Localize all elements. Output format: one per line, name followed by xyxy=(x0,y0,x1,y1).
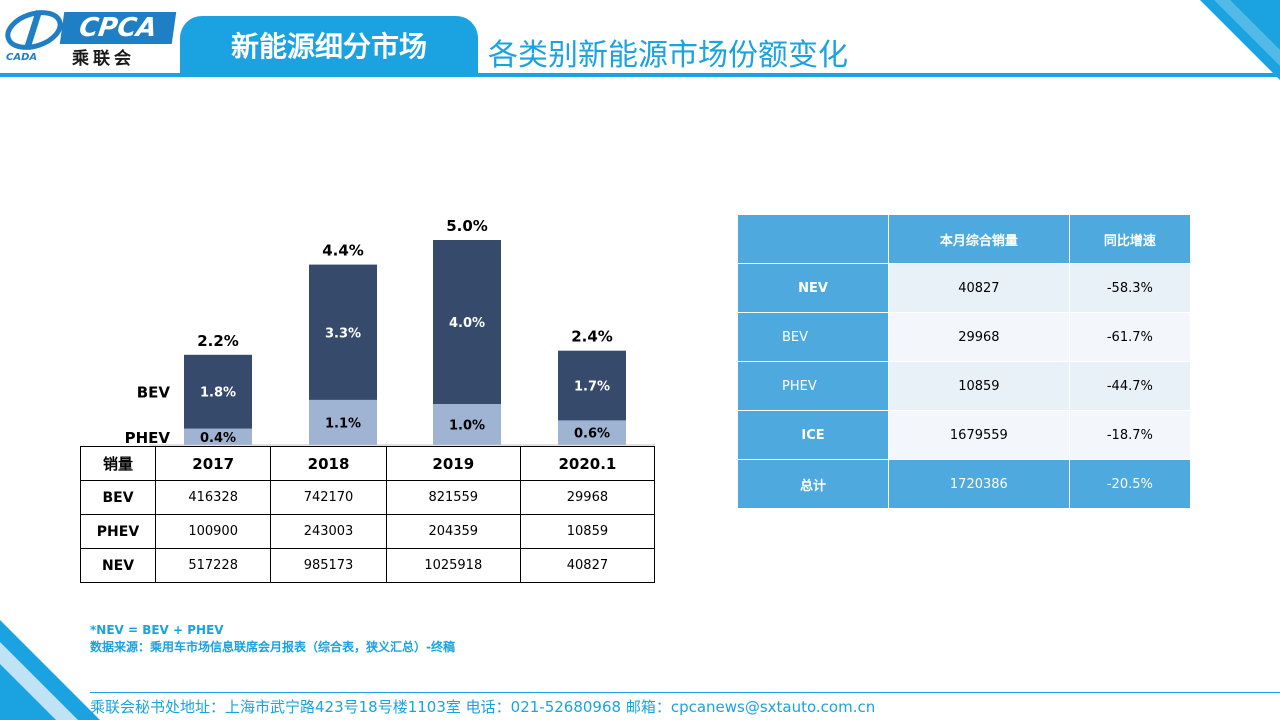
row-label: PHEV xyxy=(737,361,889,411)
table-cell: 100900 xyxy=(154,514,272,549)
table-total-row: 总计 1720386 -20.5% xyxy=(737,459,1192,509)
section-tab: 新能源细分市场 xyxy=(180,16,478,74)
bar-bev xyxy=(309,264,377,400)
logo-english-name: CADA xyxy=(6,52,38,63)
row-label: NEV xyxy=(737,263,889,313)
row-label: ICE xyxy=(737,410,889,460)
table-cell: 10859 xyxy=(888,361,1070,411)
table-header-cell: 2017 xyxy=(154,446,272,481)
table-cell: 416328 xyxy=(154,480,272,515)
data-label-phev: 0.6% xyxy=(574,427,610,442)
bar-bev xyxy=(558,350,626,421)
table-cell: 1679559 xyxy=(888,410,1070,460)
data-label-bev: 1.7% xyxy=(574,380,610,395)
row-label: 总计 xyxy=(737,459,889,509)
data-source-note: 数据来源：乘用车市场信息联席会月报表（综合表，狭义汇总）-终稿 xyxy=(90,640,455,654)
table-row: PHEV 10859 -44.7% xyxy=(737,361,1192,411)
legend-label-bev: BEV xyxy=(137,384,171,402)
table-cell: 742170 xyxy=(270,480,387,515)
total-label: 2.4% xyxy=(571,328,613,346)
data-label-phev: 1.1% xyxy=(325,416,361,431)
table-cell: 985173 xyxy=(270,548,387,583)
data-label-bev: 4.0% xyxy=(449,316,485,331)
bar-phev xyxy=(309,399,377,445)
table-header-cell: 2020.1 xyxy=(519,446,656,481)
table-cell: 29968 xyxy=(888,312,1070,362)
table-row: NEV 517228 985173 1025918 40827 xyxy=(80,548,656,583)
bar-phev xyxy=(433,404,501,445)
total-label: 5.0% xyxy=(446,217,488,235)
total-label: 2.2% xyxy=(197,332,239,350)
data-label-phev: 0.4% xyxy=(200,431,236,446)
sales-table: 销量 2017 2018 2019 2020.1 BEV 416328 7421… xyxy=(80,446,656,583)
logo-chinese-name: 乘联会 xyxy=(72,49,135,69)
bar-bev xyxy=(433,240,501,404)
table-header-cell xyxy=(737,214,889,264)
table-cell: -58.3% xyxy=(1068,263,1192,313)
table-cell: 1720386 xyxy=(888,459,1070,509)
table-header-row: 销量 2017 2018 2019 2020.1 xyxy=(80,446,656,481)
table-header-cell: 本月综合销量 xyxy=(888,214,1070,264)
bar-phev xyxy=(184,428,252,445)
table-cell: 1025918 xyxy=(385,548,521,583)
logo-brand: CPCA xyxy=(59,12,177,44)
table-row: NEV 40827 -58.3% xyxy=(737,263,1192,313)
table-cell: 243003 xyxy=(270,514,387,549)
table-row: ICE 1679559 -18.7% xyxy=(737,410,1192,460)
table-header-cell: 2019 xyxy=(385,446,521,481)
table-row: BEV 29968 -61.7% xyxy=(737,312,1192,362)
row-label: NEV xyxy=(80,548,156,583)
data-label-bev: 3.3% xyxy=(325,326,361,341)
row-label: BEV xyxy=(737,312,889,362)
corner-decoration xyxy=(1200,0,1280,80)
bar-phev xyxy=(558,420,626,445)
page-title: 各类别新能源市场份额变化 xyxy=(488,38,848,73)
legend-label-phev: PHEV xyxy=(125,429,171,447)
nev-formula-note: *NEV = BEV + PHEV xyxy=(90,623,224,637)
data-label-phev: 1.0% xyxy=(449,419,485,434)
row-label: PHEV xyxy=(80,514,156,549)
footer-divider xyxy=(90,692,1280,693)
table-row: BEV 416328 742170 821559 29968 xyxy=(80,480,656,515)
stacked-bar-chart: 0.4% 1.8% 2.2% 1.1% 3.3% 4.4% 1.0% 4.0% 5.0% 0.6%… xyxy=(125,217,655,447)
cpca-logo: CPCA 乘联会 CADA xyxy=(0,4,180,70)
notes: *NEV = BEV + PHEV 数据来源：乘用车市场信息联席会月报表（综合表… xyxy=(90,622,455,656)
table-row: PHEV 100900 243003 204359 10859 xyxy=(80,514,656,549)
table-cell: -61.7% xyxy=(1068,312,1192,362)
table-cell: 10859 xyxy=(519,514,656,549)
table-header-row: 本月综合销量 同比增速 xyxy=(737,214,1192,264)
footer-contact: 乘联会秘书处地址：上海市武宁路423号18号楼1103室 电话：021-5268… xyxy=(90,698,876,716)
header-divider xyxy=(0,73,1280,77)
table-cell: 517228 xyxy=(154,548,272,583)
table-header-cell: 2018 xyxy=(270,446,387,481)
monthly-summary-table: 本月综合销量 同比增速 NEV 40827 -58.3% BEV 29968 -… xyxy=(737,214,1192,509)
data-label-bev: 1.8% xyxy=(200,386,236,401)
table-cell: 29968 xyxy=(519,480,656,515)
table-cell: 821559 xyxy=(385,480,521,515)
corner-decoration xyxy=(0,620,100,720)
table-cell: 40827 xyxy=(519,548,656,583)
table-cell: 40827 xyxy=(888,263,1070,313)
total-label: 4.4% xyxy=(322,242,364,260)
table-cell: -18.7% xyxy=(1068,410,1192,460)
table-cell: -20.5% xyxy=(1068,459,1192,509)
table-cell: -44.7% xyxy=(1068,361,1192,411)
section-title: 新能源细分市场 xyxy=(230,30,427,63)
row-label: BEV xyxy=(80,480,156,515)
bar-bev xyxy=(184,354,252,429)
table-header-cell: 销量 xyxy=(80,446,156,481)
table-header-cell: 同比增速 xyxy=(1068,214,1192,264)
table-cell: 204359 xyxy=(385,514,521,549)
logo-swoosh-icon xyxy=(5,10,63,50)
